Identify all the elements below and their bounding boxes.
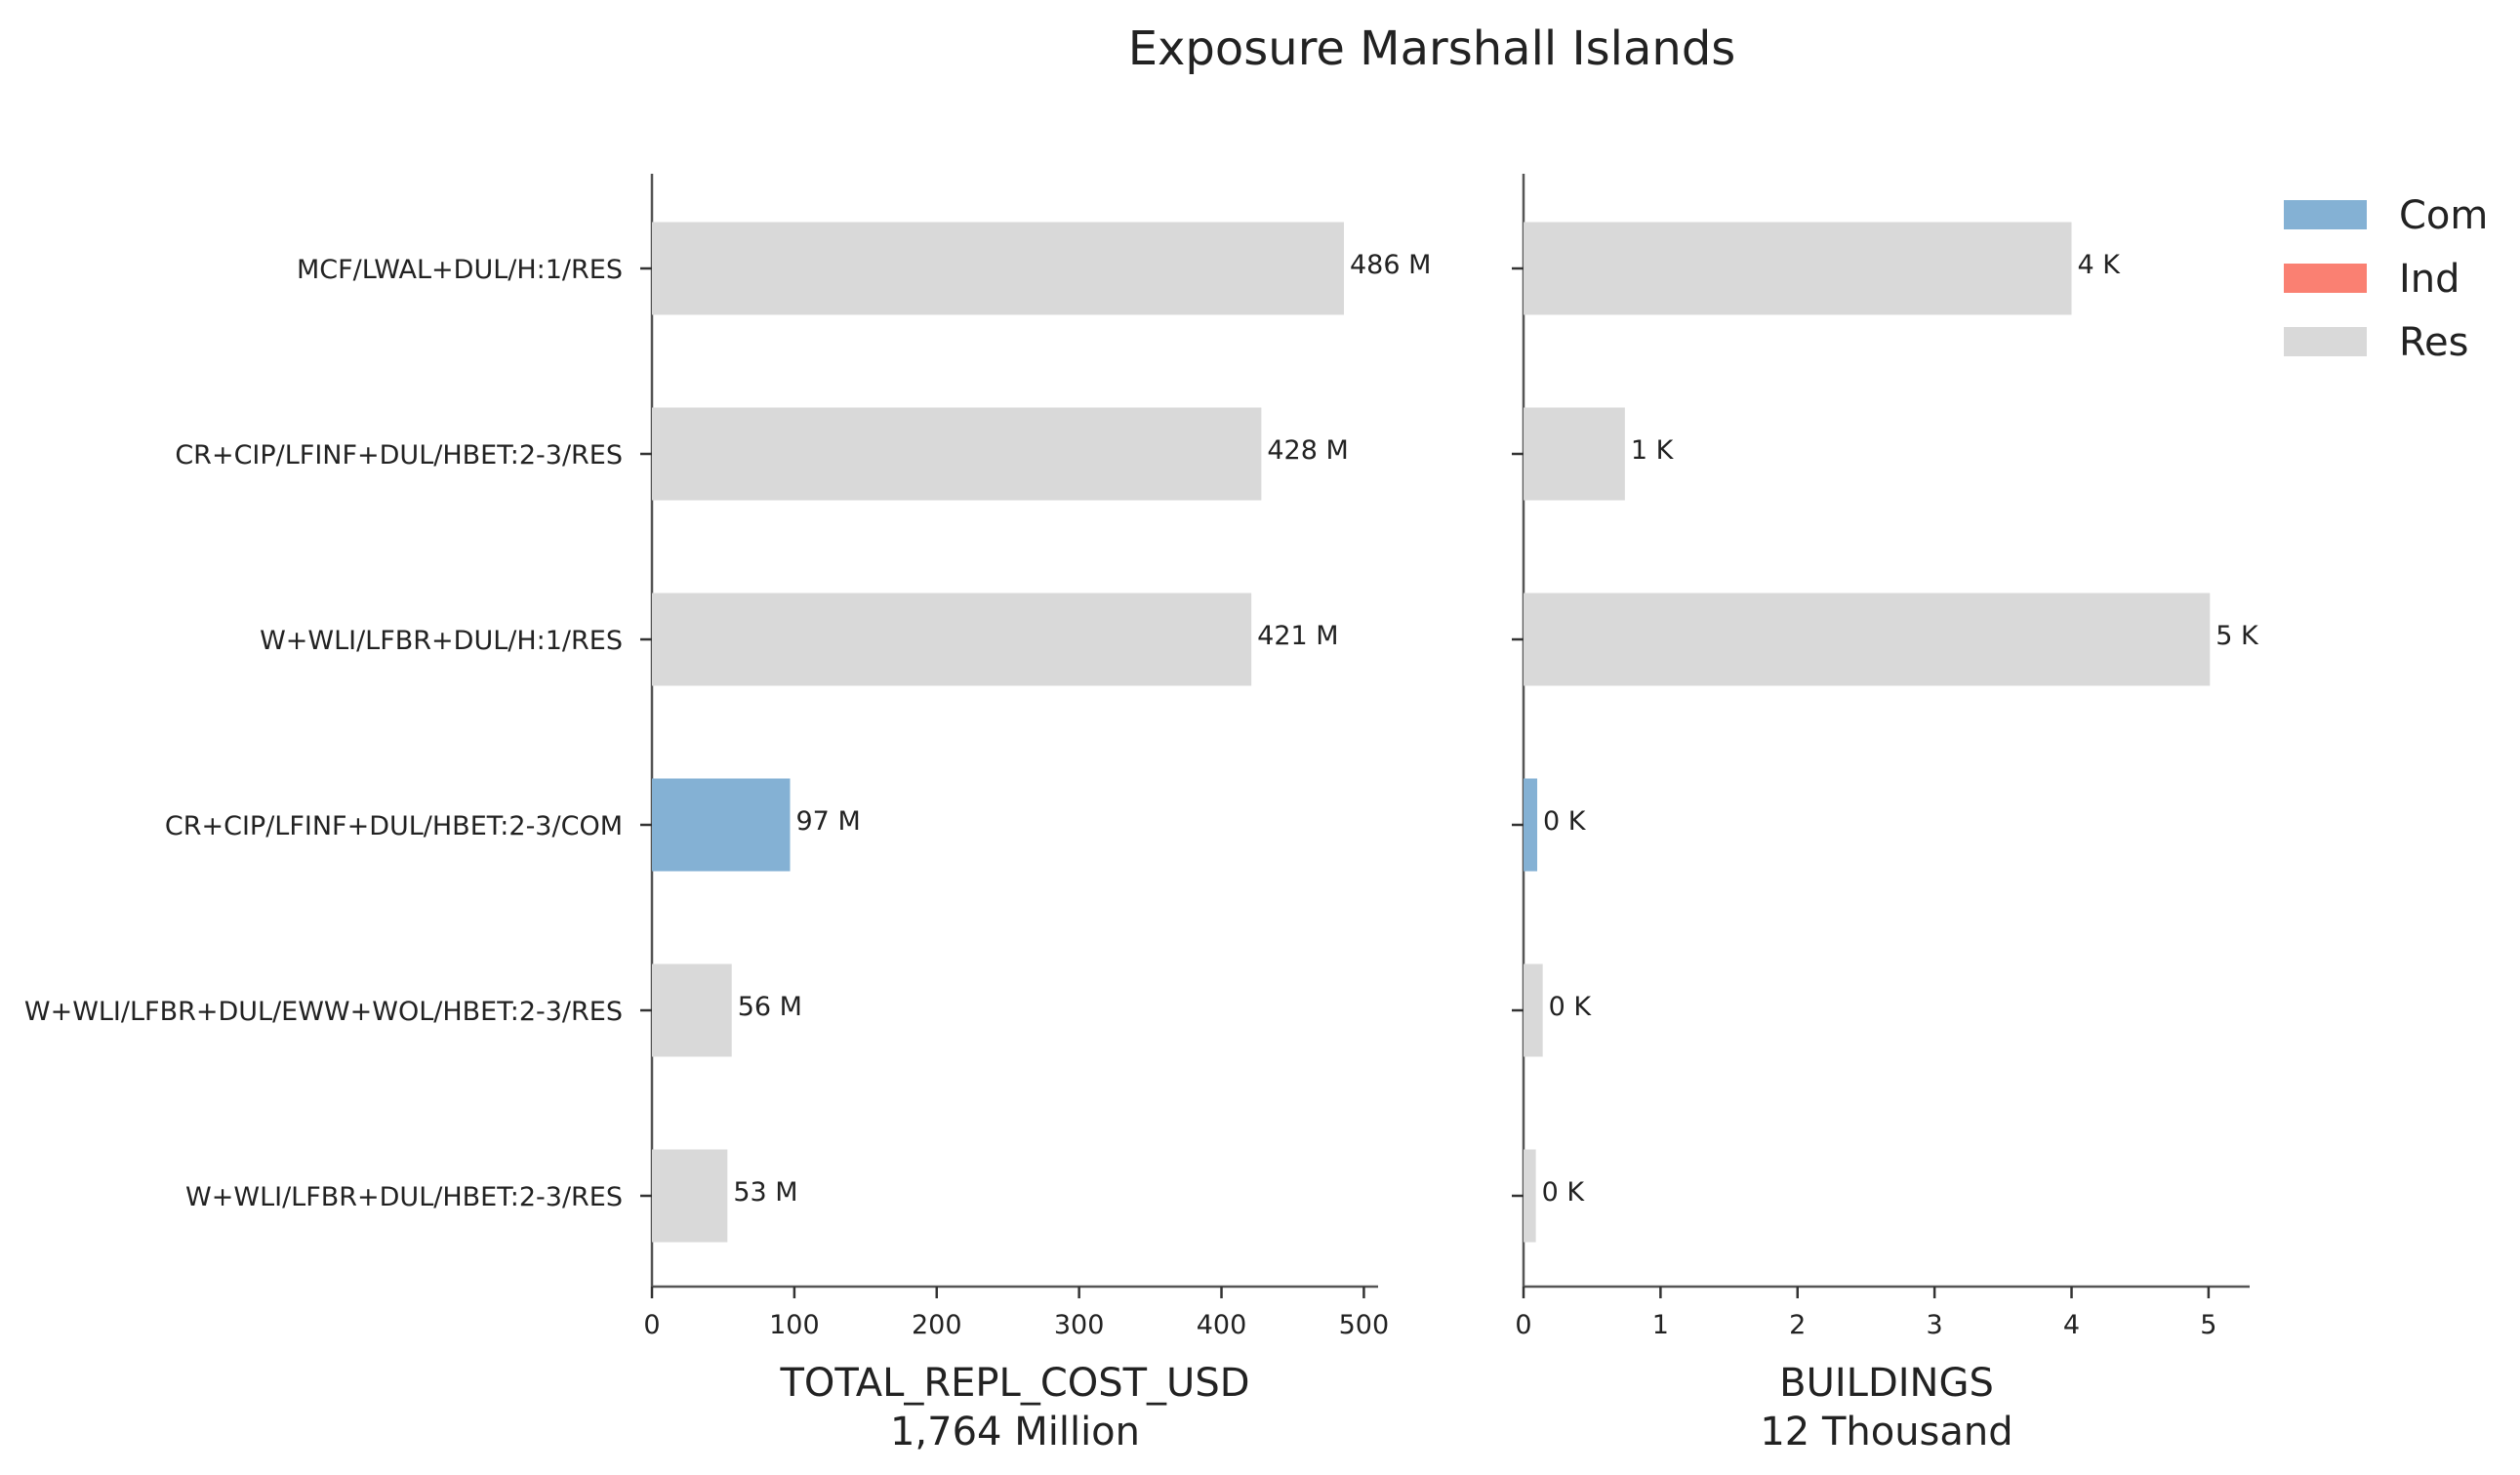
category-label-w-wli-lfbr-dul-hbet-2-3-res: W+WLI/LFBR+DUL/HBET:2-3/RES <box>185 1182 623 1212</box>
x-tick-label: 5 <box>2200 1310 2216 1340</box>
x-axis-title: BUILDINGS <box>1779 1361 1994 1406</box>
value-label: 56 M <box>738 992 802 1022</box>
legend-label-ind: Ind <box>2399 257 2460 302</box>
bar-w-wli-lfbr-dul-eww-wol-hbet-2-3-res <box>1524 963 1543 1057</box>
legend-label-res: Res <box>2399 320 2468 365</box>
x-tick-label: 500 <box>1339 1310 1390 1340</box>
chart-title: Exposure Marshall Islands <box>1128 21 1736 76</box>
legend: Com Ind Res <box>2284 193 2488 365</box>
bar-cr-cip-lfinf-dul-hbet-2-3-res <box>1524 407 1625 501</box>
category-label-cr-cip-lfinf-dul-hbet-2-3-com: CR+CIP/LFINF+DUL/HBET:2-3/COM <box>165 811 623 841</box>
legend-swatch-res <box>2284 327 2367 356</box>
x-tick-label: 2 <box>1789 1310 1806 1340</box>
value-label: 421 M <box>1257 621 1338 651</box>
bar-w-wli-lfbr-dul-hbet-2-3-res <box>1524 1149 1536 1243</box>
value-label: 4 K <box>2078 250 2122 280</box>
x-tick-label: 0 <box>1515 1310 1531 1340</box>
bar-mcf-lwal-dul-h-1-res <box>652 222 1344 315</box>
category-label-mcf-lwal-dul-h-1-res: MCF/LWAL+DUL/H:1/RES <box>297 255 623 285</box>
x-axis-title: TOTAL_REPL_COST_USD <box>779 1361 1249 1406</box>
x-tick-label: 100 <box>769 1310 820 1340</box>
x-tick-label: 4 <box>2063 1310 2080 1340</box>
legend-swatch-ind <box>2284 264 2367 293</box>
value-label: 0 K <box>1549 992 1593 1022</box>
category-label-cr-cip-lfinf-dul-hbet-2-3-res: CR+CIP/LFINF+DUL/HBET:2-3/RES <box>175 440 623 471</box>
bar-cr-cip-lfinf-dul-hbet-2-3-com <box>1524 778 1538 872</box>
value-label: 5 K <box>2215 621 2259 651</box>
x-tick-label: 200 <box>912 1310 962 1340</box>
panel-total-repl-cost: 0 100 200 300 400 500 TOTAL_REPL_COST_USD1,764… <box>24 174 1431 1455</box>
x-tick-label: 300 <box>1054 1310 1105 1340</box>
bar-mcf-lwal-dul-h-1-res <box>1524 222 2072 315</box>
value-label: 0 K <box>1542 1177 1586 1208</box>
bar-cr-cip-lfinf-dul-hbet-2-3-res <box>652 407 1262 501</box>
value-label: 0 K <box>1543 806 1587 837</box>
x-tick-label: 1 <box>1652 1310 1669 1340</box>
x-tick-label: 0 <box>643 1310 660 1340</box>
legend-swatch-com <box>2284 200 2367 229</box>
value-label: 97 M <box>796 806 861 837</box>
value-label: 53 M <box>733 1177 797 1208</box>
x-axis-subtitle: 1,764 Million <box>890 1410 1140 1455</box>
bar-w-wli-lfbr-dul-hbet-2-3-res <box>652 1149 728 1243</box>
x-axis-subtitle: 12 Thousand <box>1760 1410 2012 1455</box>
x-tick-label: 3 <box>1927 1310 1943 1340</box>
category-label-w-wli-lfbr-dul-h-1-res: W+WLI/LFBR+DUL/H:1/RES <box>260 626 623 656</box>
bar-cr-cip-lfinf-dul-hbet-2-3-com <box>652 778 791 872</box>
x-tick-label: 400 <box>1197 1310 1247 1340</box>
bar-w-wli-lfbr-dul-eww-wol-hbet-2-3-res <box>652 963 732 1057</box>
bar-w-wli-lfbr-dul-h-1-res <box>652 593 1252 686</box>
value-label: 428 M <box>1267 435 1348 466</box>
bar-w-wli-lfbr-dul-h-1-res <box>1524 593 2211 686</box>
value-label: 486 M <box>1350 250 1431 280</box>
legend-label-com: Com <box>2399 193 2488 238</box>
category-label-w-wli-lfbr-dul-eww-wol-hbet-2-3-res: W+WLI/LFBR+DUL/EWW+WOL/HBET:2-3/RES <box>24 997 623 1027</box>
value-label: 1 K <box>1631 435 1675 466</box>
